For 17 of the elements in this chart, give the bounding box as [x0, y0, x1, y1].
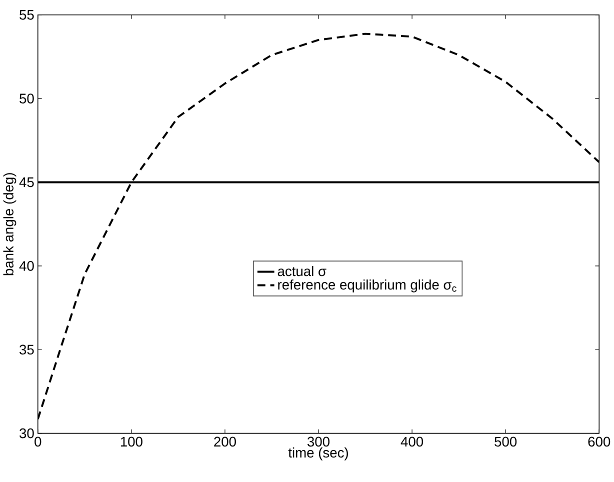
x-tick-label: 500 — [494, 436, 517, 447]
x-tick-label: 200 — [214, 436, 236, 447]
y-tick-label: 45 — [19, 177, 34, 188]
legend-label: reference equilibrium glide σ$_{c}$ — [278, 280, 456, 292]
y-tick-label: 55 — [20, 10, 34, 20]
y-tick-label: 35 — [20, 344, 34, 355]
x-tick-label: 100 — [120, 436, 142, 447]
x-tick-label: 600 — [588, 436, 610, 447]
legend-label: actual σ — [278, 266, 326, 276]
y-tick-label: 30 — [20, 428, 34, 438]
x-tick-label: 300 — [307, 436, 330, 447]
x-tick-label: 0 — [34, 436, 42, 447]
y-tick-label: 50 — [20, 94, 34, 104]
x-tick-label: 400 — [400, 436, 424, 447]
y-axis-title: bank angle (deg) — [3, 173, 16, 276]
y-tick-label: 40 — [19, 261, 34, 271]
x-axis-title: time (sec) — [288, 447, 348, 460]
